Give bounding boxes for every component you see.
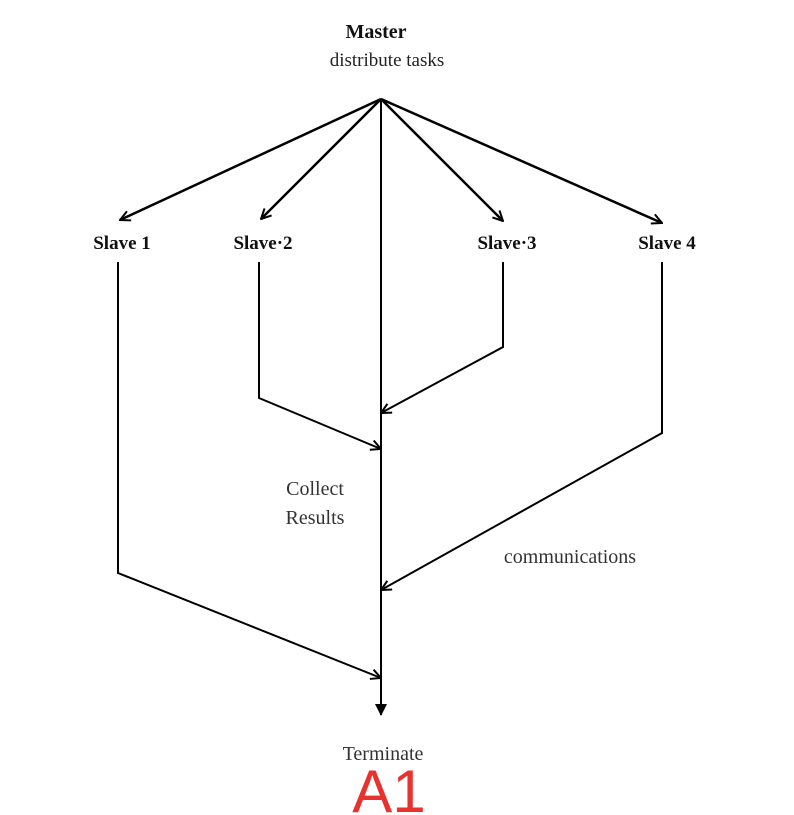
communications-label: communications	[504, 546, 636, 568]
slave-1-label: Slave 1	[93, 233, 151, 254]
slave-3-result-path	[381, 262, 504, 413]
arrow-master-slave-1	[120, 97, 382, 220]
slave-1-result-path	[117, 262, 381, 678]
distribute-arrows	[120, 97, 662, 223]
result-communications	[117, 262, 663, 678]
slave-3-label: Slave·3	[477, 233, 536, 254]
arrow-master-slave-3	[380, 98, 503, 221]
terminate-label: Terminate	[343, 743, 424, 765]
results-label: Results	[286, 507, 345, 529]
distribute-tasks-label: distribute tasks	[330, 50, 445, 71]
master-label: Master	[345, 21, 406, 43]
figure-tag: A1	[352, 758, 425, 815]
arrow-master-slave-4	[380, 97, 662, 223]
slave-2-result-path	[258, 262, 381, 449]
collect-label: Collect	[286, 478, 344, 500]
arrow-master-slave-2	[261, 98, 382, 219]
slave-4-result-path	[381, 262, 663, 590]
slave-4-label: Slave 4	[638, 233, 696, 254]
slave-2-label: Slave·2	[233, 233, 292, 254]
